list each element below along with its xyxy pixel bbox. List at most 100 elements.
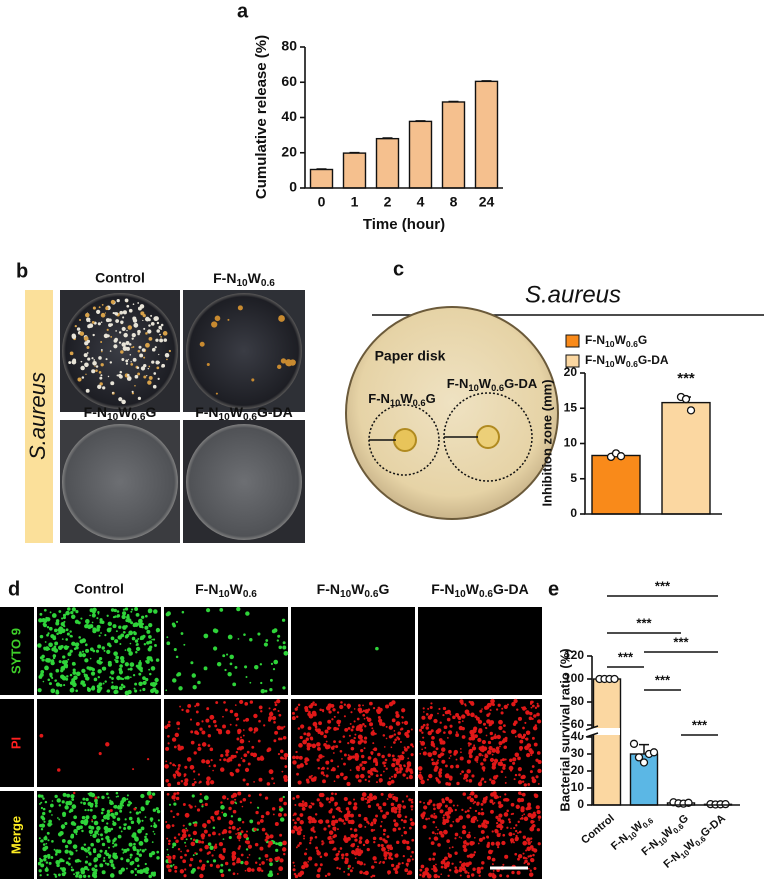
cell-dot — [50, 634, 54, 638]
cell-dot — [136, 647, 140, 651]
colony — [105, 312, 106, 313]
cell-dot — [373, 747, 377, 751]
cell-dot — [64, 660, 68, 664]
cell-dot — [245, 611, 249, 615]
cell-dot — [54, 641, 58, 645]
cell-dot — [144, 836, 147, 839]
cell-dot — [328, 825, 331, 828]
cell-dot — [484, 797, 487, 800]
micrograph — [164, 699, 288, 787]
cell-dot — [377, 844, 380, 847]
cell-dot — [386, 738, 388, 740]
cell-dot — [338, 850, 340, 852]
cell-dot — [50, 688, 55, 693]
cell-dot — [448, 782, 452, 786]
y-tick-label: 20 — [571, 763, 585, 777]
cell-dot — [49, 810, 52, 813]
cell-dot — [208, 842, 212, 846]
cell-dot — [109, 841, 111, 843]
cell-dot — [70, 690, 72, 692]
cell-dot — [71, 642, 75, 646]
cell-dot — [70, 794, 74, 798]
cell-dot — [266, 811, 270, 815]
cell-dot — [463, 777, 465, 779]
cell-dot — [428, 818, 430, 820]
cell-dot — [134, 688, 136, 690]
colony — [122, 327, 126, 331]
cell-dot — [325, 875, 327, 877]
column-label: F-N10W0.6 — [195, 581, 257, 600]
cell-dot — [350, 723, 352, 725]
cell-dot — [39, 613, 42, 616]
cell-dot — [38, 618, 42, 622]
cell-dot — [181, 632, 184, 635]
cell-dot — [254, 828, 257, 831]
cell-dot — [125, 619, 128, 622]
bar — [377, 139, 399, 188]
cell-dot — [176, 797, 179, 800]
cell-dot — [381, 793, 384, 796]
cell-dot — [402, 751, 405, 754]
cell-dot — [71, 635, 73, 637]
cell-dot — [96, 826, 100, 830]
colony — [143, 364, 146, 367]
cell-dot — [113, 805, 116, 808]
cell-dot — [42, 812, 45, 815]
cell-dot — [330, 797, 335, 802]
colony — [128, 325, 132, 329]
panel-letter: c — [393, 258, 404, 280]
colony — [120, 371, 123, 374]
cell-dot — [471, 702, 475, 706]
cell-dot — [70, 681, 74, 685]
cell-dot — [530, 841, 532, 843]
cell-dot — [432, 762, 436, 766]
cell-dot — [442, 821, 446, 825]
cell-dot — [64, 645, 69, 650]
cell-dot — [374, 861, 376, 863]
cell-dot — [167, 854, 169, 856]
cell-dot — [492, 703, 495, 706]
cell-dot — [165, 779, 169, 783]
cell-dot — [334, 834, 337, 837]
cell-dot — [193, 839, 196, 842]
cell-dot — [225, 753, 228, 756]
data-point — [651, 749, 658, 756]
cell-dot — [43, 843, 46, 846]
cell-dot — [490, 810, 494, 814]
cell-dot — [481, 746, 484, 749]
cell-dot — [281, 797, 283, 799]
cell-dot — [73, 815, 77, 819]
cell-dot — [199, 727, 202, 730]
cell-dot — [282, 686, 285, 689]
cell-dot — [387, 753, 390, 756]
colony — [153, 316, 158, 321]
cell-dot — [104, 634, 106, 636]
cell-dot — [40, 795, 43, 798]
cell-dot — [211, 854, 213, 856]
cell-dot — [351, 729, 354, 732]
cell-dot — [362, 768, 365, 771]
cell-dot — [526, 730, 531, 735]
cell-dot — [70, 835, 74, 839]
cell-dot — [497, 751, 500, 754]
error-bar — [383, 138, 393, 139]
cell-dot — [396, 841, 399, 844]
cell-dot — [410, 855, 412, 857]
colony — [119, 341, 121, 343]
cell-dot — [148, 647, 152, 651]
cell-dot — [340, 772, 344, 776]
cell-dot — [385, 759, 388, 762]
cell-dot — [58, 610, 61, 613]
cell-dot — [122, 678, 124, 680]
cell-dot — [367, 796, 370, 799]
cell-dot — [500, 828, 502, 830]
cell-dot — [478, 753, 481, 756]
cell-dot — [244, 665, 247, 668]
cell-dot — [472, 868, 475, 871]
cell-dot — [219, 759, 221, 761]
cell-dot — [107, 651, 109, 653]
cell-dot — [482, 740, 486, 744]
cell-dot — [174, 870, 177, 873]
cell-dot — [533, 867, 536, 870]
cell-dot — [66, 628, 69, 631]
